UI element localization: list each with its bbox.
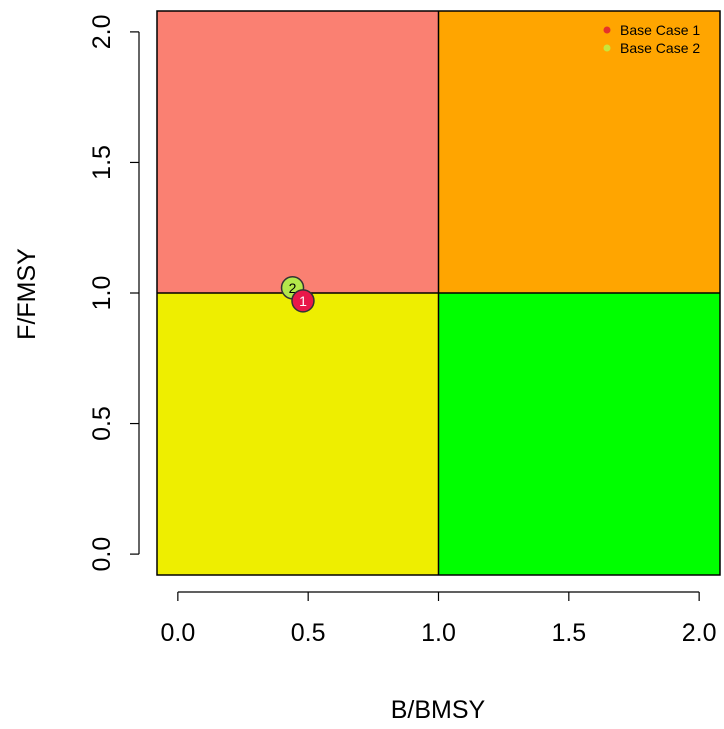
y-tick-label: 0.5 — [88, 406, 116, 441]
y-tick-label: 1.0 — [88, 276, 116, 311]
x-tick-label: 1.0 — [421, 619, 456, 647]
data-point-label-2: 2 — [289, 280, 297, 296]
legend: Base Case 1 Base Case 2 — [603, 22, 700, 56]
quadrant-overfished-not-overfishing — [157, 293, 439, 575]
legend-marker — [603, 26, 611, 34]
legend-entry: Base Case 1 — [620, 22, 700, 38]
x-axis: 0.0 0.5 1.0 1.5 2.0 — [160, 591, 717, 647]
quadrant-overfishing-not-overfished — [438, 11, 720, 293]
y-axis: 0.0 0.5 1.0 1.5 2.0 — [88, 15, 140, 572]
x-tick-label: 1.5 — [551, 619, 586, 647]
x-tick-label: 2.0 — [682, 619, 717, 647]
legend-entry: Base Case 2 — [620, 40, 700, 56]
quadrant-overfishing-overfished — [157, 11, 439, 293]
x-tick-label: 0.0 — [160, 619, 195, 647]
legend-marker — [603, 44, 611, 52]
y-axis-title: F/FMSY — [13, 248, 41, 340]
y-tick-label: 2.0 — [88, 15, 116, 50]
reference-lines — [157, 11, 720, 575]
plot-frame — [156, 10, 721, 576]
x-axis-title: B/BMSY — [391, 696, 486, 724]
data-point-1 — [291, 289, 315, 313]
quadrant-healthy — [438, 293, 720, 575]
quadrants — [157, 11, 720, 575]
data-point-label-1: 1 — [299, 293, 307, 309]
y-tick-label: 1.5 — [88, 145, 116, 180]
y-tick-label: 0.0 — [88, 537, 116, 572]
x-tick-label: 0.5 — [291, 619, 326, 647]
data-points: 21 — [280, 276, 315, 313]
